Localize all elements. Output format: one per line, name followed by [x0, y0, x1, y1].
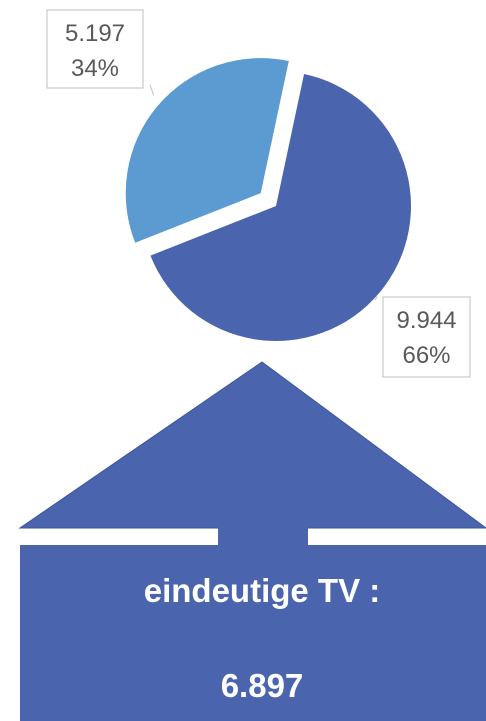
callout-value: 6.897: [221, 667, 304, 704]
callout-arrow: [18, 361, 486, 721]
percent-label: 66%: [402, 342, 450, 369]
pie-slice: [150, 73, 411, 341]
leader-line: [374, 296, 378, 301]
callout-text: eindeutige TV :: [144, 572, 381, 609]
value-label: 9.944: [396, 307, 456, 334]
label-box: [46, 9, 144, 89]
percent-label: 34%: [71, 55, 119, 82]
leader-line: [149, 84, 155, 96]
value-label: 5.197: [65, 20, 125, 47]
pie-slice: [125, 58, 289, 243]
label-box: [382, 296, 471, 378]
